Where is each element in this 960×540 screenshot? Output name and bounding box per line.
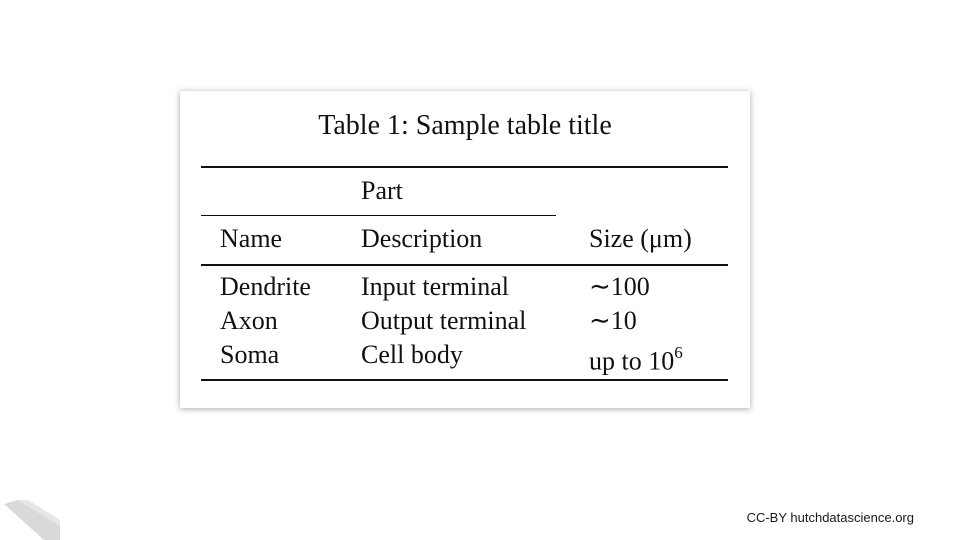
table-row-3-description: Cell body	[361, 339, 463, 371]
column-header-description: Description	[361, 223, 482, 255]
table-row-1-description: Input terminal	[361, 271, 509, 303]
group-header-rule	[201, 215, 556, 216]
size-base: up to 10	[589, 347, 674, 376]
group-header-part: Part	[361, 175, 403, 207]
table-row-3-name: Soma	[220, 339, 279, 371]
table-row-2-description: Output terminal	[361, 305, 526, 337]
top-rule	[201, 166, 728, 168]
table-row-3-size: up to 106	[589, 339, 683, 378]
table-title: Table 1: Sample table title	[0, 108, 930, 144]
bottom-rule	[201, 379, 728, 381]
table-row-2-name: Axon	[220, 305, 278, 337]
column-header-name: Name	[220, 223, 282, 255]
hutch-logo-icon	[4, 500, 60, 540]
table-row-2-size: ∼10	[589, 305, 637, 337]
table-row-1-size: ∼100	[589, 271, 650, 303]
license-footer: CC-BY hutchdatascience.org	[747, 510, 914, 525]
size-exponent: 6	[674, 343, 683, 362]
table-row-1-name: Dendrite	[220, 271, 311, 303]
header-rule	[201, 264, 728, 266]
column-header-size: Size (μm)	[589, 223, 692, 255]
